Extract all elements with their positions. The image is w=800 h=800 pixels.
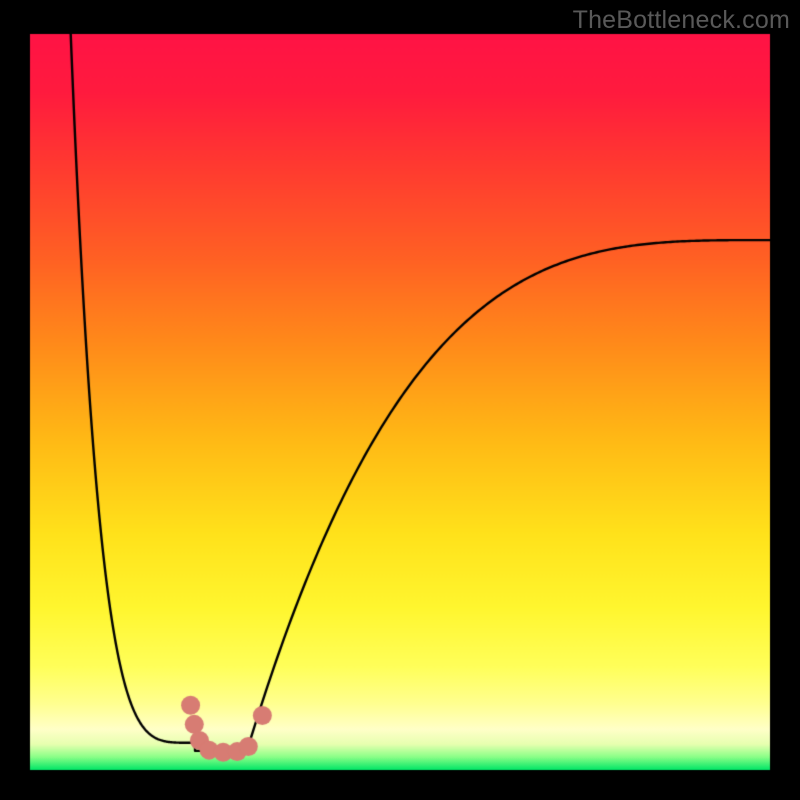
bottleneck-chart-canvas [0, 0, 800, 800]
watermark-text: TheBottleneck.com [573, 6, 790, 35]
chart-root: TheBottleneck.com [0, 0, 800, 800]
